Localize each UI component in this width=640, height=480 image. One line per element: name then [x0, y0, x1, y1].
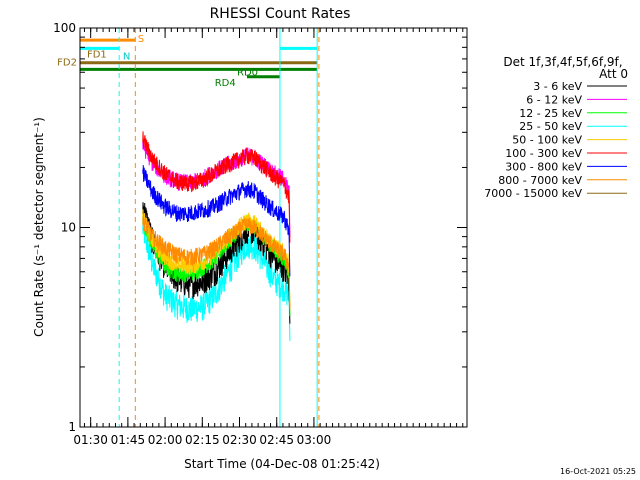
x-tick-label: 02:30	[222, 433, 257, 447]
series-100-300-kevline	[142, 131, 291, 243]
legend-label: 7000 - 15000 keV	[484, 187, 582, 200]
x-tick-label: 02:15	[185, 433, 220, 447]
legend-label: 50 - 100 keV	[512, 134, 582, 147]
plot-frame	[79, 27, 468, 428]
footer-date: 16-Oct-2021 05:25	[560, 467, 636, 476]
series-800-7000-kevline	[142, 213, 291, 310]
legend-label: 100 - 300 keV	[505, 147, 582, 160]
legend-label: 800 - 7000 keV	[498, 174, 582, 187]
x-tick-label: 03:00	[297, 433, 332, 447]
x-tick-label: 01:30	[73, 433, 108, 447]
series-6-12-kevline	[142, 139, 291, 237]
annotation-s: S	[138, 34, 144, 45]
annotation-fd1: FD1	[87, 50, 107, 61]
y-tick-label: 1	[68, 420, 76, 434]
legend-label: 12 - 25 keV	[519, 107, 582, 120]
legend-title-line1: Det 1f,3f,4f,5f,6f,9f,	[503, 55, 622, 69]
legend-label: 6 - 12 keV	[526, 93, 582, 106]
y-tick-label: 10	[61, 221, 76, 235]
legend-title-line2: Att 0	[599, 67, 628, 81]
legend-label: 3 - 6 keV	[533, 80, 582, 93]
series-300-800-kevline	[142, 165, 291, 277]
x-tick-label: 01:45	[111, 433, 146, 447]
chart-title: RHESSI Count Rates	[210, 6, 351, 22]
x-tick-label: 02:00	[148, 433, 183, 447]
y-tick-label: 100	[53, 21, 76, 35]
annotation-fd2: FD2	[57, 58, 77, 69]
x-tick-label: 02:45	[259, 433, 294, 447]
legend-label: 25 - 50 keV	[519, 120, 582, 133]
x-axis-label: Start Time (04-Dec-08 01:25:42)	[184, 457, 380, 471]
annotation-n: N	[123, 51, 130, 62]
legend-label: 300 - 800 keV	[505, 160, 582, 173]
y-axis-label: Count Rate (s⁻¹ detector segment⁻¹)	[32, 117, 46, 337]
annotation-rd0: RD0	[237, 67, 258, 78]
annotation-rd4: RD4	[215, 78, 236, 89]
series-25-50-kevline	[142, 217, 291, 341]
